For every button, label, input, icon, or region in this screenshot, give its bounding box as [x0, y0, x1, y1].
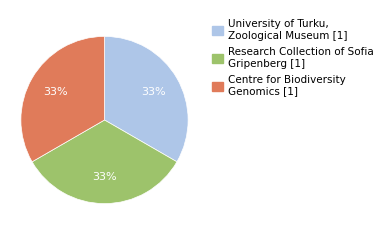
Wedge shape	[21, 36, 104, 162]
Text: 33%: 33%	[141, 87, 166, 96]
Wedge shape	[32, 120, 177, 204]
Text: 33%: 33%	[43, 87, 68, 96]
Wedge shape	[105, 36, 188, 162]
Text: 33%: 33%	[92, 172, 117, 182]
Legend: University of Turku,
Zoological Museum [1], Research Collection of Sofia
Gripenb: University of Turku, Zoological Museum […	[211, 17, 376, 99]
